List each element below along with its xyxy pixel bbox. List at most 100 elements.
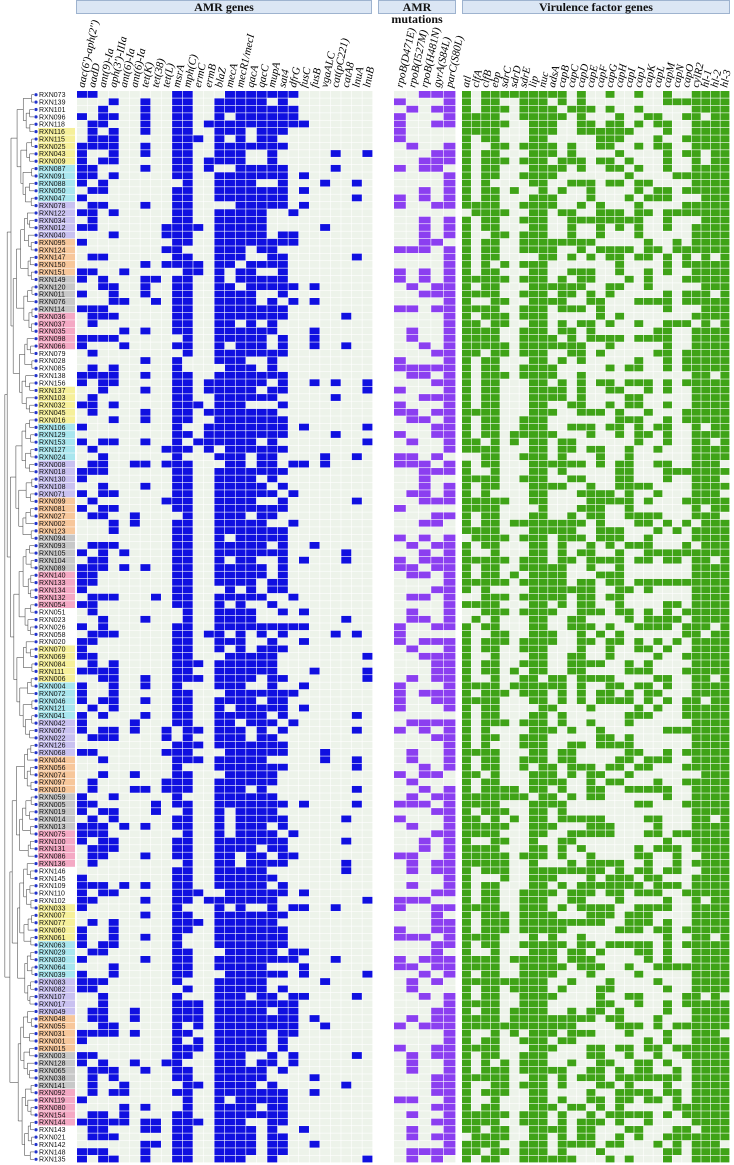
heatmap-cell — [406, 785, 419, 793]
heatmap-cell — [351, 689, 362, 697]
heatmap-cell — [267, 800, 278, 808]
heatmap-cell — [341, 748, 352, 756]
heatmap-cell — [288, 1037, 299, 1045]
isolate-label-bg — [38, 534, 75, 542]
heatmap-cell — [299, 283, 309, 291]
heatmap-cell — [351, 172, 362, 180]
heatmap-cell — [277, 342, 288, 350]
tree-tip — [34, 144, 38, 149]
heatmap-cell — [193, 867, 204, 875]
tree-tip — [34, 1128, 38, 1132]
heatmap-cell — [129, 697, 140, 705]
heatmap-cell — [108, 1007, 119, 1015]
isolate-label: RXN021 — [39, 1135, 66, 1142]
heatmap-cell — [256, 697, 267, 705]
heatmap-cell — [77, 712, 87, 719]
heatmap-cell — [203, 534, 214, 542]
heatmap-cell — [203, 549, 214, 557]
heatmap-cell — [108, 357, 119, 364]
heatmap-cell — [98, 778, 109, 786]
heatmap-cell — [225, 312, 235, 320]
heatmap-cell — [299, 379, 309, 387]
heatmap-cell — [299, 1007, 309, 1015]
isolate-label-bg — [38, 719, 75, 727]
heatmap-cell — [119, 468, 130, 475]
isolate-label-bg — [38, 423, 75, 431]
heatmap-cell — [225, 608, 235, 616]
heatmap-cell — [288, 135, 299, 143]
heatmap-cell — [87, 334, 98, 342]
heatmap-cell — [193, 712, 204, 719]
heatmap-cell — [394, 874, 406, 882]
isolate-label: RXN114 — [39, 306, 65, 313]
heatmap-cell — [351, 201, 362, 209]
heatmap-cell — [320, 261, 331, 268]
heatmap-cell — [98, 638, 109, 645]
heatmap-cell — [256, 275, 267, 283]
heatmap-cell — [320, 105, 331, 113]
heatmap-cell — [246, 601, 257, 608]
heatmap-cell — [225, 837, 235, 845]
heatmap-cell — [119, 1148, 130, 1155]
heatmap-cell — [98, 371, 109, 379]
heatmap-cell — [193, 460, 204, 468]
heatmap-cell — [225, 1037, 235, 1045]
heatmap-cell — [87, 298, 98, 305]
tree-tip — [34, 411, 38, 415]
heatmap-cell — [256, 682, 267, 690]
heatmap-cell — [193, 874, 204, 882]
heatmap-cell — [161, 394, 172, 401]
heatmap-cell — [288, 815, 299, 823]
heatmap-cell — [119, 157, 130, 165]
heatmap-cell — [235, 157, 246, 165]
heatmap-cell — [309, 593, 320, 601]
heatmap-cell — [87, 238, 98, 246]
heatmap-cell — [182, 815, 193, 823]
heatmap-cell — [161, 630, 172, 638]
heatmap-cell — [320, 578, 331, 586]
heatmap-cell — [193, 556, 204, 564]
heatmap-cell — [394, 172, 406, 180]
heatmap-cell — [406, 615, 419, 623]
heatmap-cell — [172, 601, 183, 608]
heatmap-cell — [203, 416, 214, 424]
heatmap-cell — [299, 305, 309, 313]
heatmap-cell — [108, 741, 119, 749]
heatmap-cell — [267, 98, 278, 106]
heatmap-cell — [277, 845, 288, 852]
heatmap-cell — [418, 268, 431, 276]
heatmap-cell — [98, 889, 109, 897]
heatmap-cell — [108, 216, 119, 224]
heatmap-cell — [320, 623, 331, 631]
heatmap-cell — [203, 756, 214, 764]
heatmap-cell — [394, 904, 406, 912]
heatmap-cell — [77, 1126, 87, 1133]
heatmap-cell — [288, 305, 299, 313]
isolate-label: RXN065 — [39, 1068, 66, 1075]
heatmap-cell — [225, 697, 235, 705]
heatmap-cell — [256, 194, 267, 202]
heatmap-cell — [330, 238, 341, 246]
heatmap-cell — [119, 800, 130, 808]
heatmap-cell — [214, 1118, 225, 1126]
heatmap-cell — [225, 1140, 235, 1148]
heatmap-cell — [203, 970, 214, 978]
tree-tip — [34, 640, 38, 644]
heatmap-cell — [193, 290, 204, 298]
heatmap-cell — [277, 482, 288, 490]
heatmap-cell — [119, 312, 130, 320]
heatmap-cell — [203, 342, 214, 350]
heatmap-cell — [277, 549, 288, 557]
heatmap-cell — [277, 933, 288, 941]
heatmap-cell — [161, 357, 172, 364]
heatmap-cell — [161, 401, 172, 409]
heatmap-cell — [182, 689, 193, 697]
isolate-label: RXN106 — [39, 425, 66, 432]
heatmap-cell — [161, 763, 172, 771]
tree-tip — [34, 958, 38, 962]
heatmap-cell — [108, 904, 119, 912]
heatmap-cell — [277, 445, 288, 453]
heatmap-cell — [320, 800, 331, 808]
column-label: atl — [460, 75, 474, 89]
heatmap-cell — [309, 1015, 320, 1022]
